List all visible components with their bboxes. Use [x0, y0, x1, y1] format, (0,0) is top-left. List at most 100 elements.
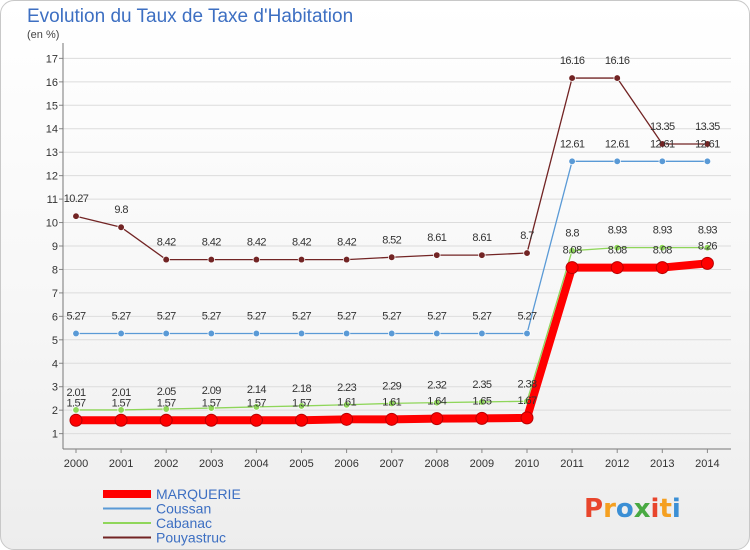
x-tick-label: 2007 [379, 458, 403, 470]
data-label: 5.27 [247, 310, 266, 322]
y-tick-label: 14 [46, 124, 58, 136]
data-label: 8.42 [202, 237, 221, 249]
data-point [117, 329, 125, 338]
data-label: 16.16 [560, 55, 585, 67]
data-point [703, 243, 712, 252]
data-point [385, 412, 399, 426]
data-label: 1.57 [66, 397, 85, 409]
data-label: 8.42 [292, 237, 311, 249]
data-point [613, 157, 621, 165]
data-label: 8.93 [698, 225, 717, 237]
data-label: 8.93 [653, 225, 672, 237]
data-point [433, 399, 441, 407]
data-label: 5.27 [427, 310, 446, 322]
data-point [700, 256, 714, 270]
y-tick-label: 8 [52, 264, 58, 276]
data-labels: 10.27 9.8 8.42 8.42 8.42 8.42 8.42 8.52 8.61 8.61… [64, 55, 721, 409]
data-point [703, 140, 712, 148]
data-label: 5.27 [472, 310, 491, 322]
y-tick-label: 5 [52, 335, 58, 347]
data-label: 8.08 [608, 245, 627, 257]
data-label: 12.61 [650, 138, 675, 150]
data-label: 8.42 [337, 237, 356, 249]
data-point [162, 329, 170, 338]
data-label: 1.57 [292, 397, 311, 409]
data-point [388, 399, 396, 408]
data-point [523, 329, 531, 338]
data-label: 2.09 [202, 385, 221, 397]
data-point [204, 413, 218, 427]
data-label: 8.61 [427, 232, 446, 244]
data-point [568, 247, 576, 255]
data-label: 8.08 [563, 245, 582, 257]
data-point [568, 157, 576, 165]
data-label: 2.35 [472, 379, 491, 391]
data-label: 5.27 [517, 310, 536, 322]
y-tick-label: 6 [52, 311, 58, 323]
data-label: 8.93 [608, 225, 627, 237]
data-point [207, 255, 215, 264]
data-point [478, 398, 486, 406]
data-label: 5.27 [337, 310, 356, 322]
data-point [162, 405, 170, 413]
data-label: 5.27 [382, 310, 401, 322]
series-lines [69, 74, 714, 427]
legend-label: MARQUERIE [156, 486, 241, 502]
data-point [342, 401, 351, 409]
x-tick-label: 2001 [109, 458, 133, 470]
data-label: 2.18 [292, 383, 311, 395]
data-label: 1.61 [382, 396, 401, 408]
data-label: 12.61 [560, 138, 585, 150]
data-label: 1.67 [517, 395, 536, 407]
y-tick-label: 2 [52, 405, 58, 417]
data-label: 5.27 [112, 310, 131, 322]
data-point [520, 411, 534, 425]
data-label: 8.42 [247, 237, 266, 249]
y-tick-label: 7 [52, 288, 58, 300]
data-label: 2.29 [382, 380, 401, 392]
data-point [114, 413, 128, 427]
data-label: 8.7 [520, 230, 534, 242]
y-tick-label: 3 [52, 382, 58, 394]
data-label: 5.27 [202, 310, 221, 322]
data-label: 8.61 [472, 232, 491, 244]
data-label: 1.65 [472, 395, 491, 407]
data-label: 8.26 [698, 240, 717, 252]
data-point [297, 329, 306, 338]
data-point [658, 140, 666, 148]
data-point [433, 251, 441, 259]
data-point [295, 413, 308, 427]
data-point [72, 406, 80, 414]
x-tick-label: 2009 [470, 458, 494, 470]
data-label: 1.57 [247, 397, 266, 409]
x-tick-label: 2005 [289, 458, 313, 470]
data-label: 16.16 [605, 55, 630, 67]
data-label: 5.27 [66, 310, 85, 322]
data-label: 8.8 [565, 228, 579, 240]
data-point [117, 406, 125, 414]
data-label: 2.14 [247, 384, 266, 396]
data-point [252, 329, 261, 338]
data-point [658, 157, 666, 165]
data-label: 8.08 [653, 245, 672, 257]
x-tick-label: 2004 [244, 458, 268, 470]
data-point [433, 329, 441, 338]
data-label: 9.8 [114, 204, 128, 216]
data-label: 2.01 [66, 387, 85, 399]
y-tick-label: 9 [52, 241, 58, 253]
data-point [249, 413, 263, 427]
data-point [72, 329, 80, 338]
data-label: 2.05 [157, 386, 176, 398]
data-point [342, 255, 351, 264]
data-label: 1.57 [157, 397, 176, 409]
data-point [658, 243, 666, 252]
data-point [565, 261, 579, 275]
data-label: 2.01 [112, 387, 131, 399]
data-point [159, 413, 173, 427]
data-label: 1.61 [337, 396, 356, 408]
x-tick-label: 2002 [154, 458, 178, 470]
legend-label: Pouyastruc [156, 530, 226, 546]
data-label: 5.27 [157, 310, 176, 322]
